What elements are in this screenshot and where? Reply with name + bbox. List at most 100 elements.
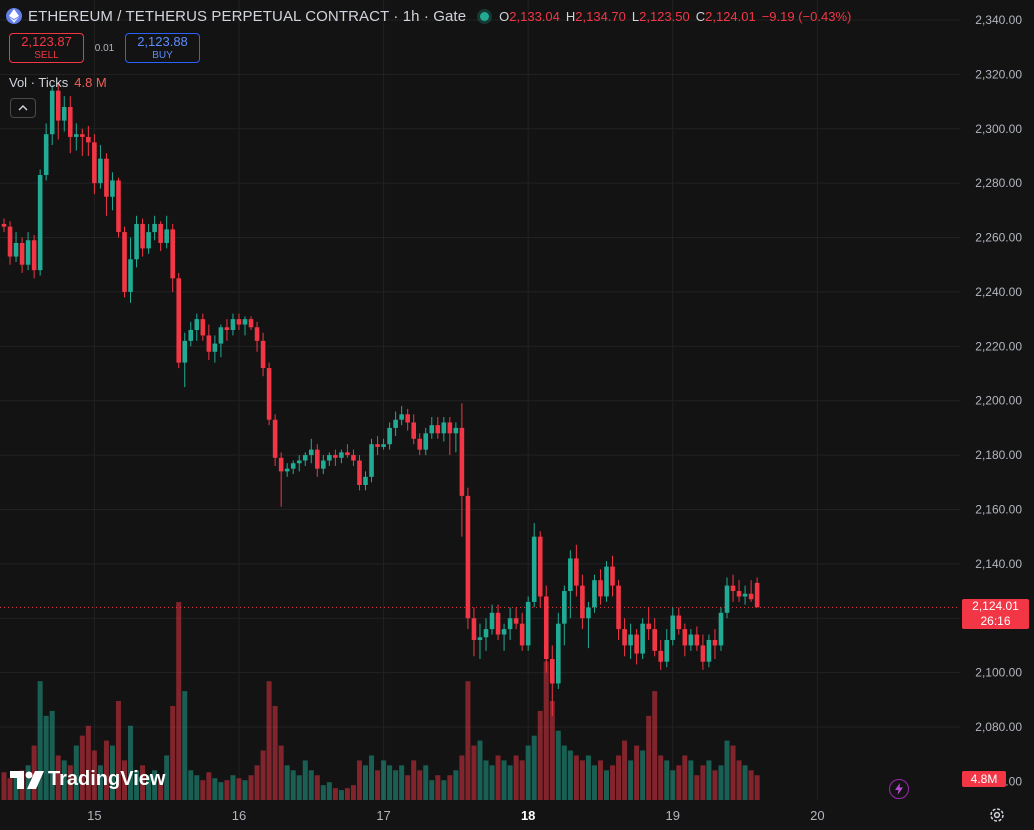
candle-body (200, 319, 206, 336)
volume-bar (254, 765, 260, 800)
volume-bar (561, 745, 567, 800)
last-price-value: 2,124.01 (972, 599, 1019, 614)
candle-body (37, 174, 43, 271)
candle-body (31, 240, 37, 271)
candle (272, 414, 278, 466)
symbol-title[interactable]: ETHEREUM / TETHERUS PERPETUAL CONTRACT ·… (28, 7, 467, 25)
candle-body (278, 457, 284, 472)
candle (405, 408, 410, 431)
candle-body (266, 368, 272, 420)
volume-bar (266, 681, 272, 800)
collapse-button[interactable] (10, 98, 36, 118)
ohlc-low-value: 2,123.50 (639, 8, 690, 24)
buy-button[interactable]: 2,123.88 BUY (125, 33, 200, 63)
volume-bar (248, 775, 254, 800)
candle (170, 223, 175, 292)
volume-bar (555, 730, 561, 800)
candle (447, 417, 453, 456)
candle-body (327, 455, 332, 461)
candle (459, 403, 465, 537)
candle (604, 561, 609, 602)
candle (495, 604, 501, 640)
candle (513, 607, 519, 630)
volume-bar (616, 755, 622, 800)
candle (531, 523, 537, 608)
candle-body (501, 629, 507, 635)
candle (369, 438, 374, 483)
candle (296, 455, 302, 472)
candle-body (682, 629, 688, 646)
volume-bar (115, 701, 121, 800)
ohlc-open-value: 2,133.04 (509, 8, 560, 24)
candle-body (43, 134, 49, 175)
price-tick-label: 2,300.00 (975, 122, 1022, 136)
volume-bar (567, 750, 573, 800)
candle-body (562, 591, 567, 624)
candle-body (260, 340, 266, 369)
candle-body (465, 495, 471, 619)
candle-body (339, 452, 344, 458)
candle (339, 449, 344, 464)
volume-bar (290, 770, 296, 800)
volume-bar (507, 765, 513, 800)
candle-body (375, 444, 380, 447)
candle-body (640, 623, 645, 654)
candle-body (483, 629, 489, 638)
candle-body (1, 223, 7, 227)
candle (290, 460, 296, 475)
candle (61, 96, 67, 132)
volume-bar (393, 770, 399, 800)
candle-body (718, 612, 724, 646)
candle (465, 487, 471, 630)
candle (483, 618, 489, 651)
volume-bar (61, 760, 67, 800)
candle (302, 452, 308, 466)
candle-body (315, 449, 320, 469)
candle (49, 85, 55, 146)
time-tick-label: 16 (232, 808, 246, 823)
candle-body (393, 419, 398, 428)
gear-icon[interactable] (988, 806, 1006, 824)
candle-body (748, 593, 754, 600)
candle (423, 427, 429, 456)
candle (278, 452, 284, 507)
volume-bar (501, 760, 507, 800)
volume-legend[interactable]: Vol · Ticks 4.8 M (9, 75, 107, 90)
volume-bar (25, 765, 31, 800)
volume-bar (381, 760, 387, 800)
volume-bar (302, 760, 308, 800)
tradingview-logo[interactable]: TradingView (10, 768, 165, 791)
candle-body (92, 142, 97, 184)
sell-button[interactable]: 2,123.87 SELL (9, 33, 84, 63)
candle-body (447, 422, 453, 434)
time-tick-label: 15 (87, 808, 101, 823)
candle (435, 417, 441, 439)
candle-body (531, 536, 537, 602)
volume-bar (218, 782, 224, 800)
volume-bar (543, 661, 549, 800)
candle (13, 232, 19, 263)
volume-bar (658, 755, 664, 800)
volume-bar (278, 745, 284, 800)
lightning-button[interactable] (889, 779, 909, 799)
volume-bar (604, 770, 609, 800)
candle-body (724, 585, 730, 613)
candle-body (399, 414, 404, 420)
price-axis[interactable]: 2,080.002,100.002,120.002,140.002,160.00… (975, 13, 1022, 788)
volume-bar (326, 782, 332, 800)
time-axis[interactable]: 15 16 17 18 19 20 (87, 808, 824, 823)
candle-body (25, 240, 31, 265)
candle (610, 555, 615, 597)
candle (549, 645, 555, 717)
candle (393, 411, 398, 437)
candle (543, 585, 549, 673)
candle-body (206, 335, 212, 352)
candle-body (104, 158, 109, 197)
volume-bar (441, 780, 447, 800)
ohlc-close-value: 2,124.01 (705, 8, 756, 24)
candle-body (49, 90, 55, 135)
candle-body (176, 278, 182, 363)
candle (724, 577, 730, 619)
candle-body (568, 558, 573, 592)
